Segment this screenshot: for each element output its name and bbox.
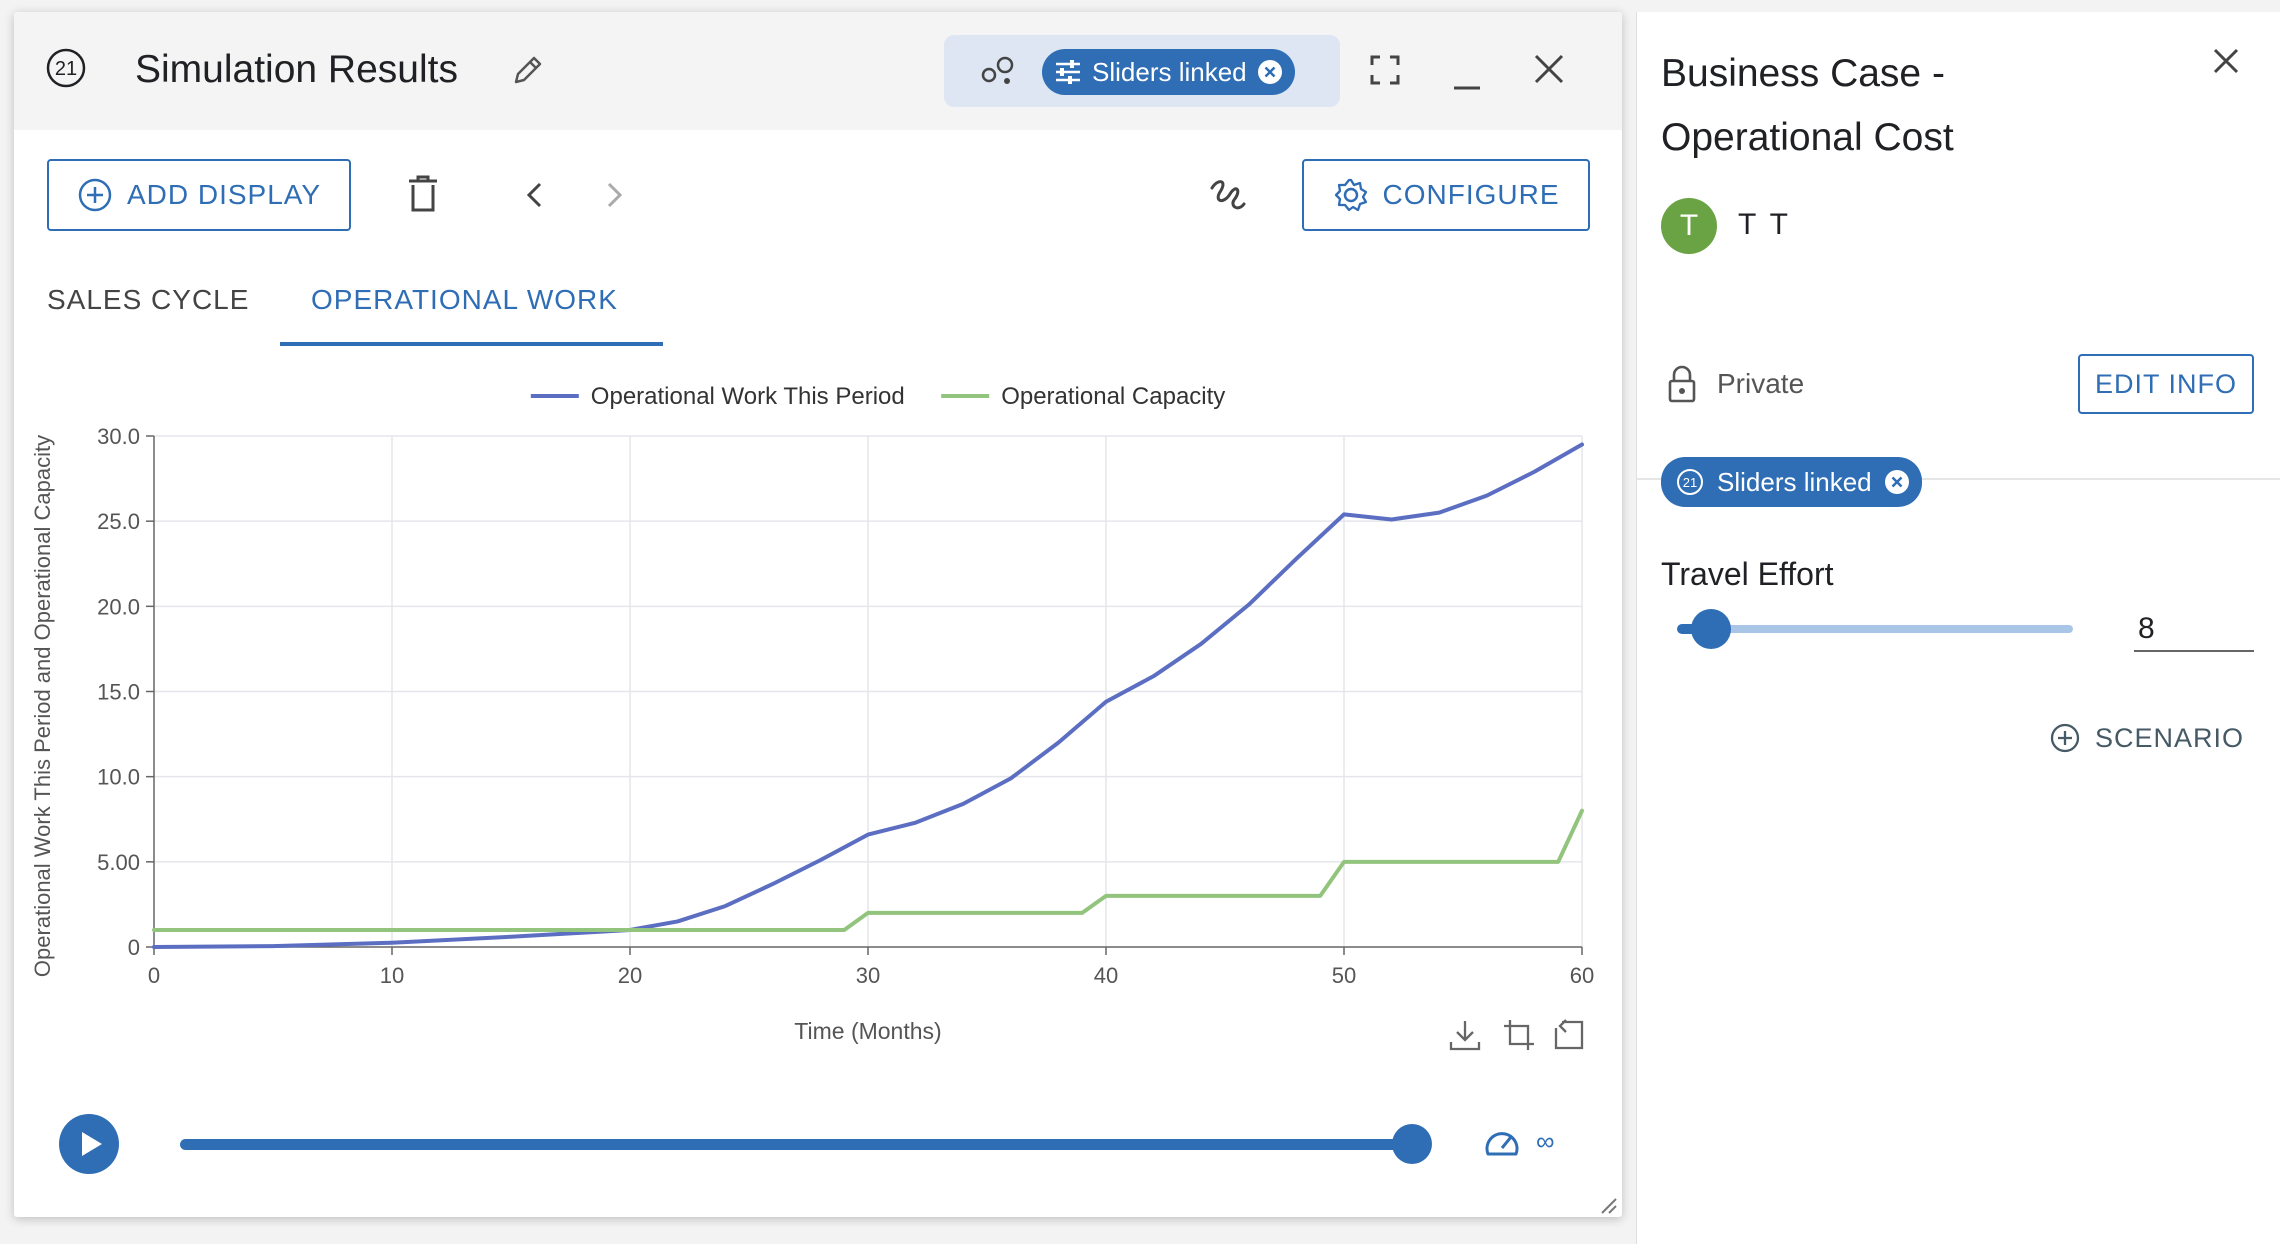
window-header: 21 Simulation Results Sliders linked bbox=[14, 12, 1622, 130]
badge-21-icon: 21 bbox=[44, 46, 88, 95]
pencil-icon[interactable] bbox=[508, 50, 548, 95]
x-tick-label: 30 bbox=[856, 963, 880, 988]
download-icon[interactable] bbox=[1448, 1018, 1482, 1057]
x-tick-label: 50 bbox=[1332, 963, 1356, 988]
sliders-linked-chip[interactable]: Sliders linked bbox=[1042, 49, 1295, 95]
play-button[interactable] bbox=[59, 1114, 119, 1174]
timeline-slider[interactable] bbox=[180, 1139, 1410, 1150]
user-name: T T bbox=[1738, 208, 1791, 241]
add-scenario-button[interactable]: SCENARIO bbox=[2049, 722, 2244, 754]
configure-label: CONFIGURE bbox=[1382, 179, 1560, 210]
y-tick-label: 15.0 bbox=[97, 680, 140, 705]
scenario-label: SCENARIO bbox=[2095, 722, 2245, 753]
sliders-link-group: Sliders linked bbox=[944, 35, 1340, 107]
chart-ticks: 0 10 20 30 40 50 60 0 5.00 10.0 15.0 20.0 25.0 30.0 bbox=[97, 424, 1594, 988]
tab-sales-cycle[interactable]: SALES CYCLE bbox=[47, 284, 250, 315]
panel-divider bbox=[1637, 478, 2280, 480]
operational-work-chart: 0 10 20 30 40 50 60 0 5.00 10.0 15.0 20.0 25.0 30.0 O… bbox=[30, 383, 1594, 1044]
x-axis-label: Time (Months) bbox=[794, 1018, 941, 1044]
y-tick-label: 30.0 bbox=[97, 424, 140, 449]
add-display-button[interactable]: ADD DISPLAY bbox=[47, 159, 351, 231]
timeline-slider-thumb[interactable] bbox=[1392, 1124, 1432, 1164]
crop-icon[interactable] bbox=[1502, 1018, 1536, 1057]
chart-grid bbox=[154, 435, 1583, 947]
gear-icon bbox=[1333, 177, 1369, 213]
x-tick-label: 0 bbox=[148, 963, 160, 988]
chip-close-icon[interactable] bbox=[1884, 469, 1910, 495]
legend-label: Operational Work This Period bbox=[591, 383, 905, 410]
fullscreen-icon[interactable] bbox=[1369, 54, 1401, 91]
x-tick-label: 10 bbox=[380, 963, 404, 988]
panel-close-icon[interactable] bbox=[2211, 46, 2241, 81]
travel-effort-label: Travel Effort bbox=[1661, 556, 1834, 592]
travel-effort-slider[interactable] bbox=[1681, 625, 2073, 633]
trash-icon[interactable] bbox=[406, 174, 440, 219]
add-display-label: ADD DISPLAY bbox=[126, 179, 322, 210]
badge-21-text: 21 bbox=[55, 58, 77, 80]
window-title: Simulation Results bbox=[135, 48, 458, 91]
chevron-left-icon[interactable] bbox=[523, 180, 547, 215]
sliders-linked-label: Sliders linked bbox=[1092, 56, 1247, 87]
badge-21-icon: 21 bbox=[1675, 467, 1705, 497]
chart-legend: Operational Work This Period Operational … bbox=[530, 383, 1225, 410]
x-tick-label: 60 bbox=[1570, 963, 1594, 988]
configure-button[interactable]: CONFIGURE bbox=[1302, 159, 1590, 231]
y-tick-label: 25.0 bbox=[97, 509, 140, 534]
chip-badge-text: 21 bbox=[1683, 475, 1697, 490]
edit-info-button[interactable]: EDIT INFO bbox=[2078, 354, 2254, 414]
x-tick-label: 40 bbox=[1094, 963, 1118, 988]
y-axis-label: Operational Work This Period and Operati… bbox=[30, 435, 55, 977]
chart-series bbox=[152, 442, 1584, 949]
playback-speed[interactable]: ∞ bbox=[1536, 1126, 1555, 1156]
plus-circle-icon bbox=[2049, 722, 2081, 754]
play-icon bbox=[79, 1130, 105, 1158]
link-nodes-icon[interactable] bbox=[978, 53, 1018, 94]
plus-circle-icon bbox=[77, 177, 113, 213]
avatar: T bbox=[1661, 198, 1717, 254]
panel-sliders-linked-chip[interactable]: 21 Sliders linked bbox=[1661, 457, 1922, 507]
panel-sliders-linked-label: Sliders linked bbox=[1717, 466, 1872, 497]
scribble-icon[interactable] bbox=[1206, 174, 1250, 223]
speed-gauge-icon[interactable] bbox=[1482, 1124, 1522, 1165]
tab-operational-work[interactable]: OPERATIONAL WORK bbox=[311, 284, 618, 315]
y-tick-label: 0 bbox=[128, 935, 140, 960]
panel-title: Business Case - Operational Cost bbox=[1661, 52, 1954, 159]
lock-icon bbox=[1667, 364, 1697, 409]
travel-effort-slider-thumb[interactable] bbox=[1691, 609, 1731, 649]
privacy-status: Private bbox=[1717, 368, 1805, 399]
active-tab-indicator bbox=[280, 342, 663, 346]
y-tick-label: 20.0 bbox=[97, 594, 140, 619]
legend-label: Operational Capacity bbox=[1001, 383, 1225, 410]
operational-capacity-line bbox=[152, 808, 1584, 932]
minimize-icon[interactable] bbox=[1452, 72, 1482, 97]
chevron-right-icon[interactable] bbox=[602, 180, 626, 215]
y-tick-label: 10.0 bbox=[97, 765, 140, 790]
resize-handle-icon[interactable] bbox=[1598, 1195, 1618, 1217]
simulation-results-window: 21 Simulation Results Sliders linked bbox=[14, 12, 1622, 1217]
reset-icon[interactable] bbox=[1552, 1018, 1586, 1057]
close-icon[interactable] bbox=[1532, 52, 1566, 91]
chip-close-icon[interactable] bbox=[1257, 59, 1283, 85]
travel-effort-input[interactable] bbox=[2134, 608, 2254, 652]
sliders-icon bbox=[1054, 59, 1082, 85]
business-case-panel: Business Case - Operational Cost T T T P… bbox=[1636, 12, 2280, 1244]
x-tick-label: 20 bbox=[618, 963, 642, 988]
y-tick-label: 5.00 bbox=[97, 850, 140, 875]
